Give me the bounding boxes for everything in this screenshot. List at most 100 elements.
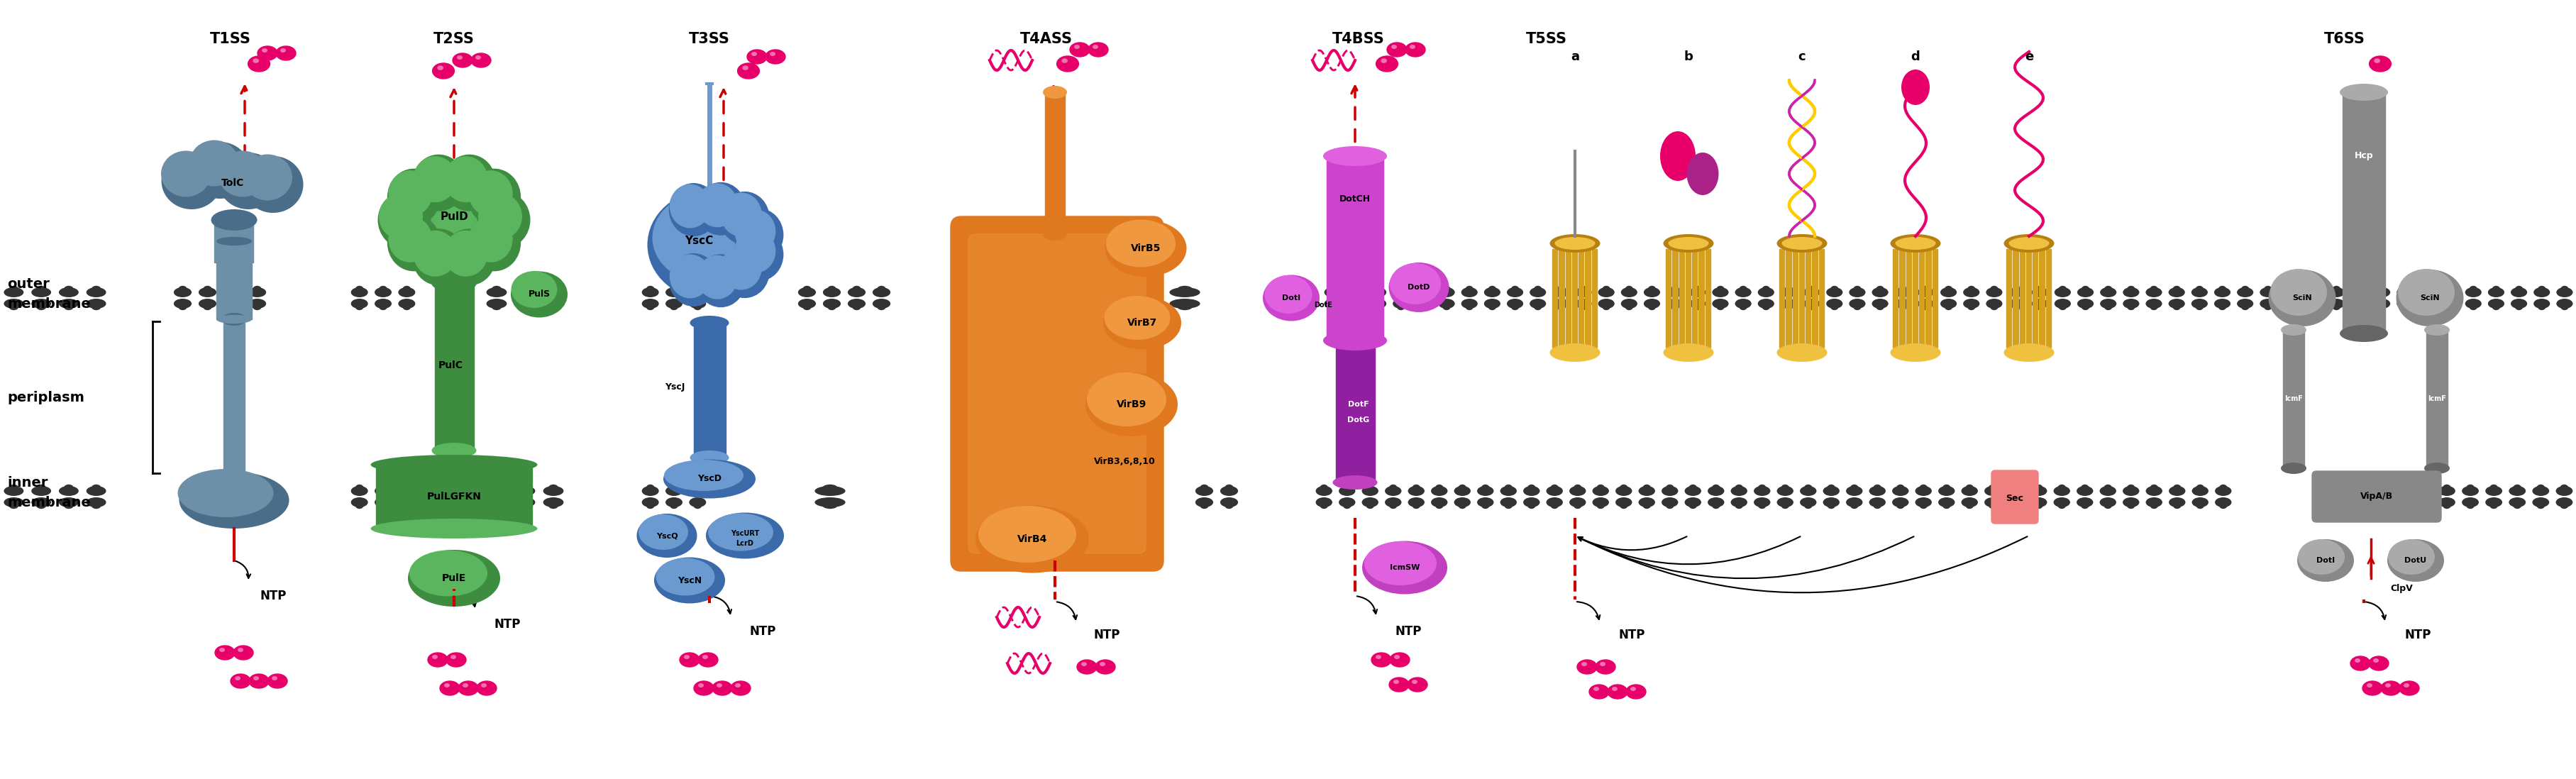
Ellipse shape: [355, 303, 363, 310]
Ellipse shape: [1437, 298, 1455, 308]
Ellipse shape: [487, 298, 507, 308]
Text: T3SS: T3SS: [688, 32, 729, 46]
Bar: [1327, 156, 1383, 340]
Ellipse shape: [2352, 287, 2367, 298]
Ellipse shape: [1613, 687, 1618, 691]
Ellipse shape: [2311, 286, 2318, 293]
Ellipse shape: [670, 502, 677, 509]
Ellipse shape: [2488, 502, 2499, 509]
Ellipse shape: [1832, 286, 1839, 293]
Ellipse shape: [1607, 685, 1628, 699]
Ellipse shape: [670, 485, 677, 492]
Ellipse shape: [2465, 298, 2481, 308]
Ellipse shape: [2053, 486, 2071, 496]
Ellipse shape: [2009, 298, 2025, 308]
Ellipse shape: [64, 303, 75, 310]
Text: membrane: membrane: [8, 297, 90, 310]
Text: T6SS: T6SS: [2324, 32, 2365, 46]
Ellipse shape: [853, 286, 860, 293]
Ellipse shape: [1458, 485, 1466, 492]
Ellipse shape: [848, 287, 866, 298]
Ellipse shape: [1875, 303, 1883, 310]
Ellipse shape: [1556, 303, 1564, 310]
Ellipse shape: [2396, 502, 2403, 509]
Ellipse shape: [1432, 486, 1448, 496]
Ellipse shape: [2424, 286, 2432, 293]
Ellipse shape: [1340, 497, 1355, 507]
Ellipse shape: [1224, 502, 1234, 509]
Ellipse shape: [1394, 679, 1399, 684]
Ellipse shape: [180, 472, 289, 529]
Ellipse shape: [1553, 287, 1569, 298]
FancyBboxPatch shape: [951, 217, 1164, 571]
Ellipse shape: [2099, 486, 2117, 496]
Ellipse shape: [1597, 485, 1605, 492]
Ellipse shape: [2151, 502, 2159, 509]
Text: b: b: [1685, 51, 1692, 63]
Ellipse shape: [1801, 497, 1816, 507]
Ellipse shape: [1803, 502, 1814, 509]
Ellipse shape: [737, 63, 760, 79]
Ellipse shape: [997, 287, 1018, 298]
Text: VirB3,6,8,10: VirB3,6,8,10: [1095, 456, 1154, 466]
Ellipse shape: [1780, 485, 1790, 492]
Ellipse shape: [1195, 486, 1213, 496]
Bar: [1932, 249, 1937, 347]
Ellipse shape: [544, 486, 564, 496]
Ellipse shape: [90, 485, 100, 492]
Ellipse shape: [2372, 658, 2378, 663]
Ellipse shape: [1736, 287, 1752, 298]
Ellipse shape: [1692, 303, 1703, 310]
Ellipse shape: [2537, 303, 2545, 310]
Bar: [1705, 249, 1710, 347]
Ellipse shape: [1306, 286, 1314, 293]
Ellipse shape: [1394, 287, 1409, 298]
Bar: [1337, 340, 1376, 482]
Text: periplasm: periplasm: [8, 390, 85, 404]
Ellipse shape: [690, 486, 706, 496]
Ellipse shape: [1332, 333, 1378, 347]
Ellipse shape: [3, 486, 23, 496]
Ellipse shape: [2537, 485, 2545, 492]
Ellipse shape: [2218, 303, 2226, 310]
Ellipse shape: [1533, 303, 1543, 310]
Ellipse shape: [386, 214, 440, 271]
Ellipse shape: [2414, 497, 2432, 507]
Ellipse shape: [2169, 497, 2184, 507]
Ellipse shape: [234, 646, 252, 660]
Ellipse shape: [734, 683, 742, 688]
Ellipse shape: [1461, 287, 1479, 298]
Ellipse shape: [433, 276, 477, 291]
Ellipse shape: [1386, 486, 1401, 496]
Bar: [2032, 249, 2038, 347]
Text: d: d: [1911, 51, 1919, 63]
Ellipse shape: [281, 48, 286, 52]
Ellipse shape: [1589, 685, 1610, 699]
Ellipse shape: [2123, 287, 2138, 298]
Ellipse shape: [1319, 502, 1329, 509]
Ellipse shape: [979, 506, 1077, 562]
Ellipse shape: [520, 502, 531, 509]
Ellipse shape: [31, 497, 52, 507]
Ellipse shape: [2007, 497, 2025, 507]
Text: NTP: NTP: [495, 618, 520, 631]
Bar: [1793, 249, 1798, 347]
Ellipse shape: [1200, 502, 1208, 509]
Ellipse shape: [1777, 234, 1826, 252]
Ellipse shape: [1347, 298, 1363, 308]
Ellipse shape: [2241, 303, 2249, 310]
Ellipse shape: [2375, 287, 2391, 298]
Ellipse shape: [1002, 303, 1012, 310]
Ellipse shape: [2282, 287, 2298, 298]
Ellipse shape: [2169, 287, 2184, 298]
Ellipse shape: [657, 558, 714, 596]
Ellipse shape: [804, 303, 811, 310]
Ellipse shape: [1896, 237, 1935, 250]
Ellipse shape: [1530, 298, 1546, 308]
Ellipse shape: [2128, 286, 2136, 293]
Ellipse shape: [752, 51, 757, 56]
Ellipse shape: [36, 502, 46, 509]
Ellipse shape: [1669, 237, 1708, 250]
Ellipse shape: [1734, 485, 1744, 492]
Ellipse shape: [1960, 497, 1978, 507]
